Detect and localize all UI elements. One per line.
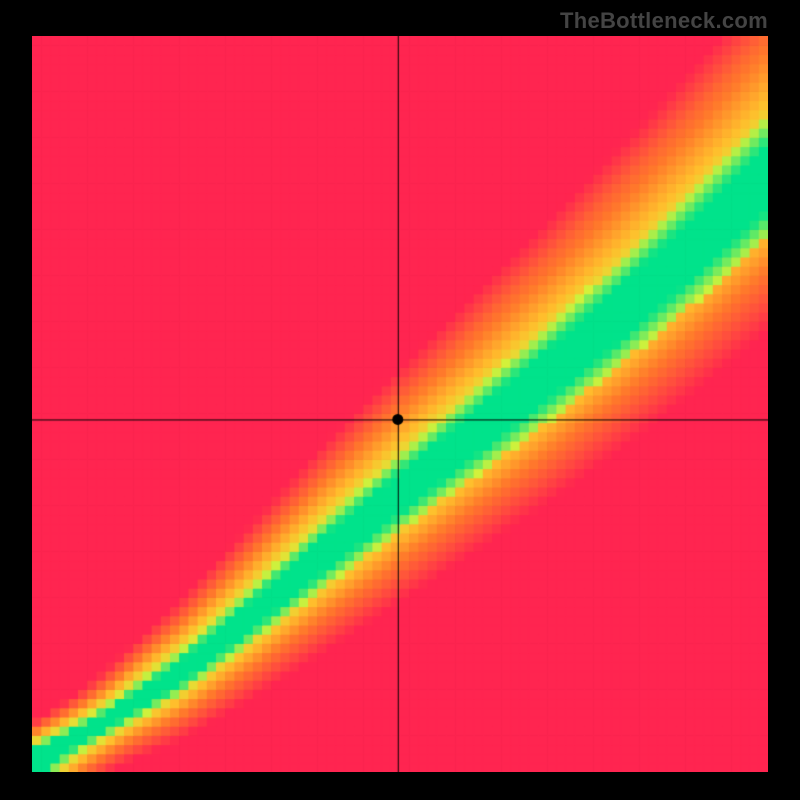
chart-container: TheBottleneck.com [0, 0, 800, 800]
plot-area [32, 36, 768, 772]
heatmap-canvas [32, 36, 768, 772]
watermark-label: TheBottleneck.com [560, 8, 768, 34]
